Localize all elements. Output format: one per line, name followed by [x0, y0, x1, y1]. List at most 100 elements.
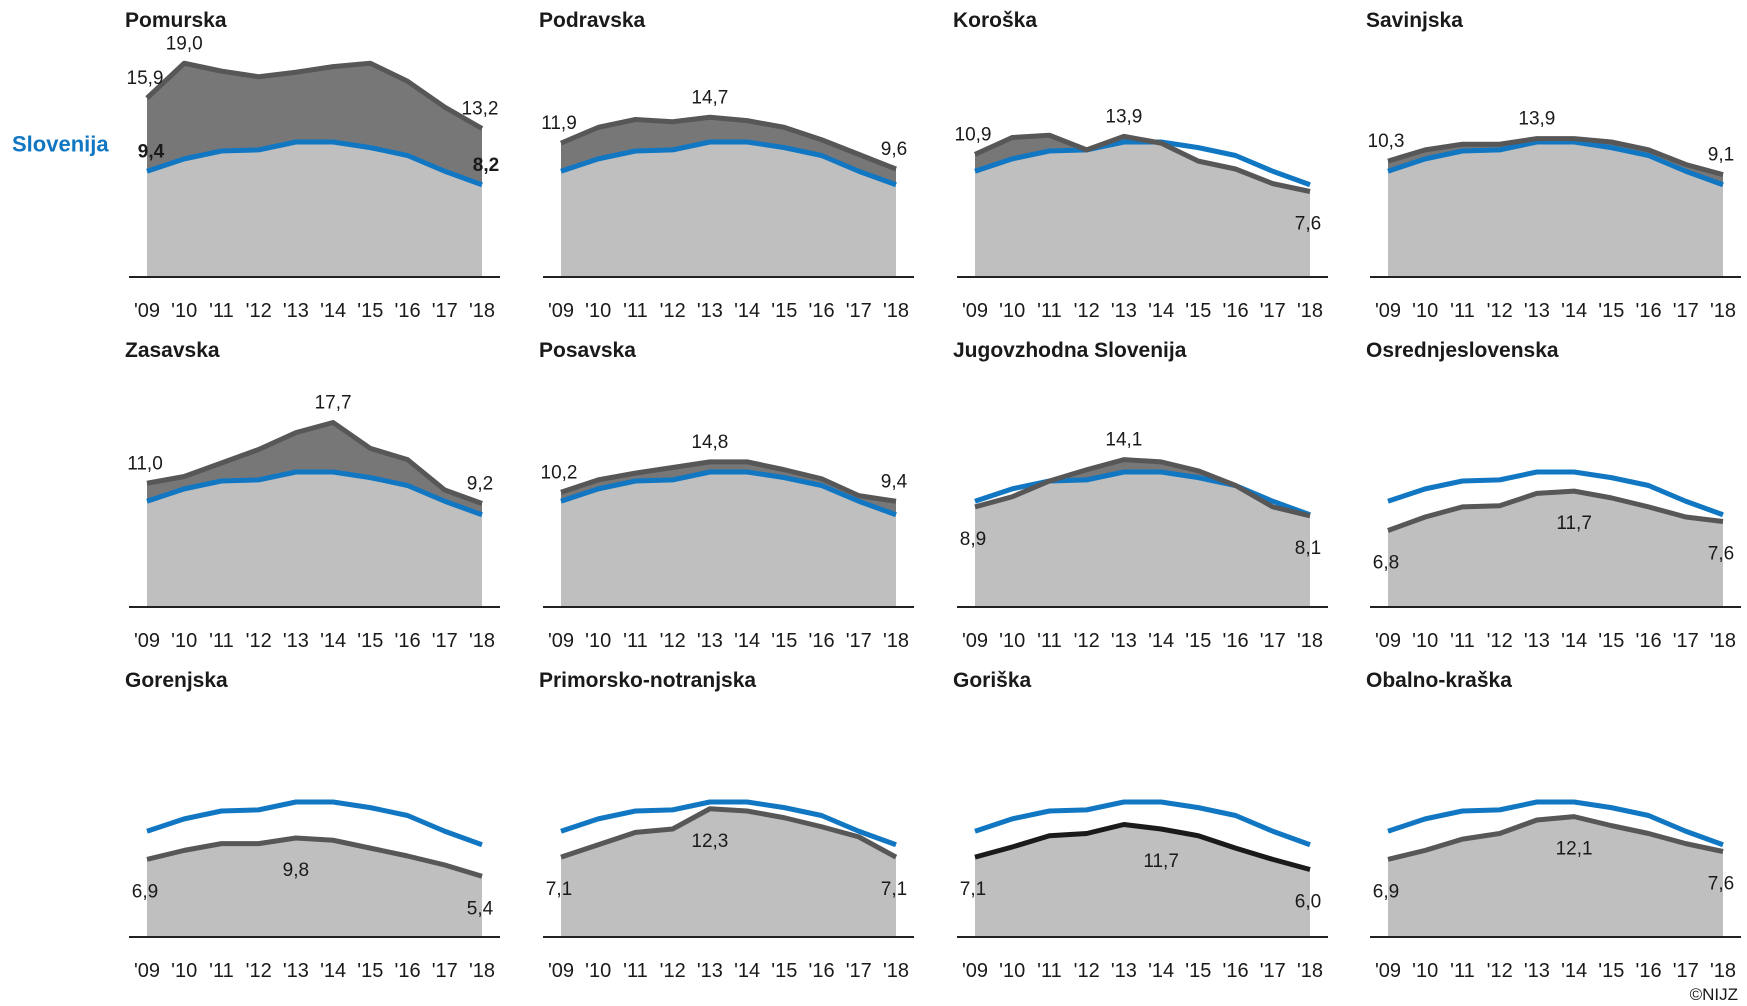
x-tick-label: '14 — [1148, 630, 1174, 652]
x-tick-label: '10 — [585, 300, 611, 322]
x-tick-label: '14 — [734, 300, 760, 322]
x-tick-label: '18 — [883, 960, 909, 982]
value-label: 6,8 — [1373, 553, 1399, 574]
value-label: 6,0 — [1295, 892, 1321, 913]
x-tick-label: '13 — [697, 960, 723, 982]
x-tick-label: '13 — [283, 630, 309, 652]
x-tick-label: '17 — [846, 960, 872, 982]
x-tick-label: '15 — [771, 960, 797, 982]
value-label: 10,9 — [955, 124, 992, 145]
x-tick-label: '11 — [623, 960, 648, 982]
x-tick-label: '16 — [395, 960, 421, 982]
value-label: 5,4 — [467, 898, 494, 919]
x-tick-label: '10 — [171, 960, 197, 982]
region-line-gorenjska — [146, 835, 483, 879]
x-tick-label: '12 — [1487, 960, 1513, 982]
value-label: 9,4 — [881, 471, 908, 492]
panel-title-gorenjska: Gorenjska — [125, 669, 228, 692]
x-tick-label: '18 — [883, 630, 909, 652]
x-tick-label: '09 — [134, 960, 160, 982]
area-koro-ka — [975, 142, 1310, 277]
x-tick-label: '18 — [469, 960, 495, 982]
panel-title-savinjska: Savinjska — [1366, 9, 1463, 32]
x-tick-label: '13 — [697, 300, 723, 322]
slovenija-line-primorsko-notranjska — [560, 799, 897, 848]
x-tick-label: '10 — [171, 300, 197, 322]
value-label: 6,9 — [1373, 881, 1399, 902]
x-tick-label: '16 — [1223, 300, 1249, 322]
value-label: 11,7 — [1143, 851, 1179, 872]
x-tick-label: '11 — [209, 300, 234, 322]
x-tick-label: '15 — [1185, 630, 1211, 652]
x-tick-label: '10 — [999, 300, 1025, 322]
x-tick-label: '15 — [357, 960, 383, 982]
excess-band-zasavska — [147, 422, 482, 515]
region-line-zasavska — [146, 420, 483, 506]
x-tick-label: '09 — [962, 630, 988, 652]
area-gori-ka — [975, 824, 1310, 937]
x-tick-label: '17 — [432, 300, 458, 322]
x-tick-label: '15 — [1598, 960, 1624, 982]
x-tick-label: '12 — [246, 300, 272, 322]
x-tick-label: '10 — [585, 630, 611, 652]
area-gorenjska — [147, 838, 482, 937]
slovenija-series-label: Slovenija — [12, 131, 109, 156]
value-label: 15,9 — [127, 68, 164, 89]
x-tick-label: '10 — [1412, 960, 1438, 982]
x-tick-label: '15 — [771, 630, 797, 652]
x-tick-label: '13 — [283, 960, 309, 982]
slovenija-line-obalno-kra-ka — [1387, 799, 1724, 848]
area-savinjska — [1388, 142, 1723, 277]
slovenija-value-label: 8,2 — [473, 155, 499, 176]
x-tick-label: '10 — [585, 960, 611, 982]
x-tick-label: '17 — [432, 630, 458, 652]
x-tick-label: '12 — [246, 630, 272, 652]
x-tick-label: '11 — [209, 960, 234, 982]
x-tick-label: '09 — [134, 300, 160, 322]
x-tick-label: '15 — [357, 630, 383, 652]
excess-band-pomurska — [147, 63, 482, 185]
x-tick-label: '09 — [962, 300, 988, 322]
x-tick-label: '18 — [1297, 300, 1323, 322]
area-primorsko-notranjska — [561, 808, 896, 937]
x-tick-label: '14 — [1148, 960, 1174, 982]
x-tick-label: '11 — [623, 300, 648, 322]
x-tick-label: '13 — [1524, 300, 1550, 322]
excess-band-posavska — [561, 461, 896, 515]
panel-title-gori-ka: Goriška — [953, 669, 1032, 692]
area-posavska — [561, 472, 896, 607]
x-tick-label: '16 — [1636, 630, 1662, 652]
x-tick-label: '15 — [1185, 300, 1211, 322]
region-line-jugovzhodna-slovenija — [974, 457, 1311, 519]
x-tick-label: '09 — [962, 960, 988, 982]
x-tick-label: '15 — [357, 300, 383, 322]
x-tick-label: '14 — [1561, 300, 1587, 322]
x-tick-label: '09 — [548, 960, 574, 982]
value-label: 11,7 — [1556, 513, 1592, 534]
x-tick-label: '17 — [1673, 630, 1699, 652]
x-tick-label: '18 — [1297, 630, 1323, 652]
value-label: 19,0 — [166, 33, 203, 54]
value-label: 17,7 — [315, 393, 352, 414]
x-tick-label: '18 — [883, 300, 909, 322]
x-tick-label: '14 — [1561, 960, 1587, 982]
x-tick-label: '14 — [734, 630, 760, 652]
x-tick-label: '15 — [1185, 960, 1211, 982]
x-tick-label: '12 — [1487, 300, 1513, 322]
x-tick-label: '14 — [320, 630, 346, 652]
x-tick-label: '13 — [1111, 960, 1137, 982]
slovenija-line-posavska — [560, 469, 897, 518]
region-line-podravska — [560, 114, 897, 172]
slovenija-line-gori-ka — [974, 799, 1311, 848]
region-line-savinjska — [1387, 136, 1724, 178]
x-tick-label: '14 — [734, 960, 760, 982]
x-tick-label: '18 — [1297, 960, 1323, 982]
panel-title-zasavska: Zasavska — [125, 339, 220, 362]
x-tick-label: '16 — [809, 300, 835, 322]
x-tick-label: '09 — [548, 630, 574, 652]
x-tick-label: '09 — [1375, 630, 1401, 652]
value-label: 10,3 — [1368, 131, 1405, 152]
value-label: 7,6 — [1708, 544, 1734, 565]
value-label: 8,1 — [1295, 538, 1321, 559]
x-tick-label: '15 — [1598, 300, 1624, 322]
